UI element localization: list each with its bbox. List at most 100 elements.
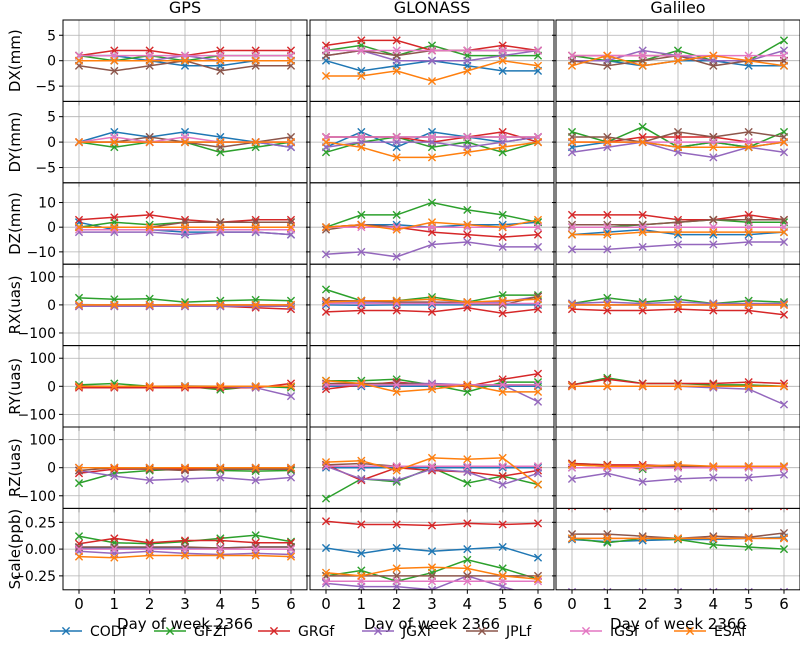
data-point-esaf bbox=[357, 220, 366, 229]
data-point-gfzf bbox=[779, 545, 789, 554]
data-point-jgxf bbox=[603, 245, 612, 254]
data-point-gfzf bbox=[74, 532, 84, 541]
x-tick-label: 4 bbox=[709, 595, 719, 613]
data-point-gfzf bbox=[779, 36, 789, 45]
data-point-esaf bbox=[709, 534, 718, 543]
data-point-esaf bbox=[638, 300, 647, 309]
legend-item-grgf: GRGf bbox=[258, 624, 335, 640]
data-point-esaf bbox=[498, 56, 507, 65]
data-point-esaf bbox=[392, 153, 401, 162]
panel-gps-scaleppb: −0.25 0.00 0.25 0 1 2 3 4 5 6 Day of week 2366 bbox=[13, 507, 308, 633]
data-point-grgf bbox=[357, 520, 366, 529]
data-point-esaf bbox=[110, 463, 119, 472]
data-point-igsf bbox=[216, 545, 225, 554]
data-point-grgf bbox=[463, 519, 472, 528]
data-point-esaf bbox=[673, 382, 683, 391]
data-point-esaf bbox=[779, 61, 789, 70]
data-point-jgxf bbox=[286, 302, 296, 311]
x-tick-label: 2 bbox=[145, 595, 155, 613]
panel-galileo-dymm bbox=[552, 100, 800, 187]
data-point-esaf bbox=[463, 297, 472, 307]
data-point-esaf bbox=[427, 563, 437, 572]
data-point-gfzf bbox=[463, 479, 472, 488]
data-point-grgf bbox=[180, 465, 190, 474]
column-title-galileo: Galileo bbox=[650, 0, 705, 17]
data-point-jplf bbox=[216, 465, 225, 474]
data-point-esaf bbox=[145, 223, 154, 232]
data-point-esaf bbox=[321, 568, 331, 577]
panel-gps-rxuas: −100 0 100 bbox=[18, 263, 308, 350]
y-tick-label: 0 bbox=[47, 461, 56, 477]
data-point-jgxf bbox=[427, 240, 437, 249]
data-point-esaf bbox=[603, 534, 612, 543]
series-group bbox=[321, 36, 543, 86]
data-point-jgxf bbox=[427, 585, 437, 590]
y-tick-label: 100 bbox=[29, 351, 56, 367]
data-point-igsf bbox=[638, 463, 647, 472]
data-point-codf bbox=[603, 537, 612, 546]
data-point-grgf bbox=[321, 307, 331, 317]
data-point-igsf bbox=[357, 46, 366, 55]
data-point-gfzf bbox=[463, 205, 472, 215]
x-tick-label: 6 bbox=[779, 595, 789, 613]
data-point-jgxf bbox=[779, 148, 789, 157]
data-point-grgf bbox=[498, 472, 507, 481]
y-tick-label: −100 bbox=[18, 407, 56, 423]
data-point-igsf bbox=[357, 380, 366, 389]
series-group bbox=[567, 508, 789, 590]
data-point-esaf bbox=[779, 138, 789, 147]
data-point-esaf bbox=[180, 463, 190, 472]
data-point-jgxf bbox=[145, 302, 154, 311]
data-point-esaf bbox=[180, 300, 190, 309]
data-point-igsf bbox=[251, 545, 260, 554]
data-point-jgxf bbox=[498, 242, 507, 252]
data-point-jgxf bbox=[427, 56, 437, 65]
data-point-esaf bbox=[673, 300, 683, 309]
series-group bbox=[567, 36, 789, 70]
legend-label: IGSf bbox=[610, 624, 640, 640]
data-point-igsf bbox=[533, 223, 543, 232]
y-tick-label: −5 bbox=[35, 79, 56, 95]
data-point-esaf bbox=[498, 223, 507, 232]
data-point-esaf bbox=[779, 228, 789, 237]
legend-label: GFZf bbox=[194, 624, 228, 640]
data-point-esaf bbox=[533, 138, 543, 147]
x-tick-label: 3 bbox=[180, 595, 190, 613]
data-point-igsf bbox=[463, 46, 472, 55]
data-point-jplf bbox=[673, 462, 683, 471]
data-point-codf bbox=[533, 553, 543, 562]
data-point-esaf bbox=[321, 376, 331, 385]
data-point-esaf bbox=[638, 462, 647, 471]
data-point-grgf bbox=[567, 380, 577, 389]
series-group bbox=[321, 127, 543, 162]
series-group bbox=[321, 285, 543, 318]
data-point-esaf bbox=[603, 51, 612, 60]
data-point-esaf bbox=[180, 138, 190, 147]
x-tick-label: 6 bbox=[533, 595, 543, 613]
series-group bbox=[567, 293, 789, 319]
data-point-esaf bbox=[709, 382, 718, 391]
x-tick-label: 0 bbox=[321, 595, 331, 613]
data-point-esaf bbox=[498, 296, 507, 305]
data-point-esaf bbox=[251, 463, 260, 472]
data-point-esaf bbox=[286, 223, 296, 232]
data-point-jgxf bbox=[74, 302, 84, 311]
data-point-esaf bbox=[463, 220, 472, 229]
y-tick-label: 0.25 bbox=[25, 515, 56, 531]
data-point-grgf bbox=[216, 536, 225, 545]
data-point-jplf bbox=[709, 215, 718, 224]
data-point-esaf bbox=[286, 300, 296, 309]
data-point-esaf bbox=[603, 138, 612, 147]
data-point-codf bbox=[498, 463, 507, 472]
data-point-esaf bbox=[779, 534, 789, 543]
data-point-igsf bbox=[392, 577, 401, 586]
data-point-esaf bbox=[357, 143, 366, 152]
y-axis-label: RZ(uas) bbox=[6, 438, 24, 497]
panel-glonass-dxmm bbox=[306, 19, 555, 106]
data-point-esaf bbox=[567, 300, 577, 309]
data-point-jgxf bbox=[321, 250, 331, 259]
data-point-codf bbox=[392, 543, 401, 553]
data-point-esaf bbox=[603, 382, 612, 391]
legend: CODf GFZf GRGf JGXf JPLf IGSf ESAf bbox=[50, 624, 747, 640]
data-point-jplf bbox=[603, 61, 612, 70]
